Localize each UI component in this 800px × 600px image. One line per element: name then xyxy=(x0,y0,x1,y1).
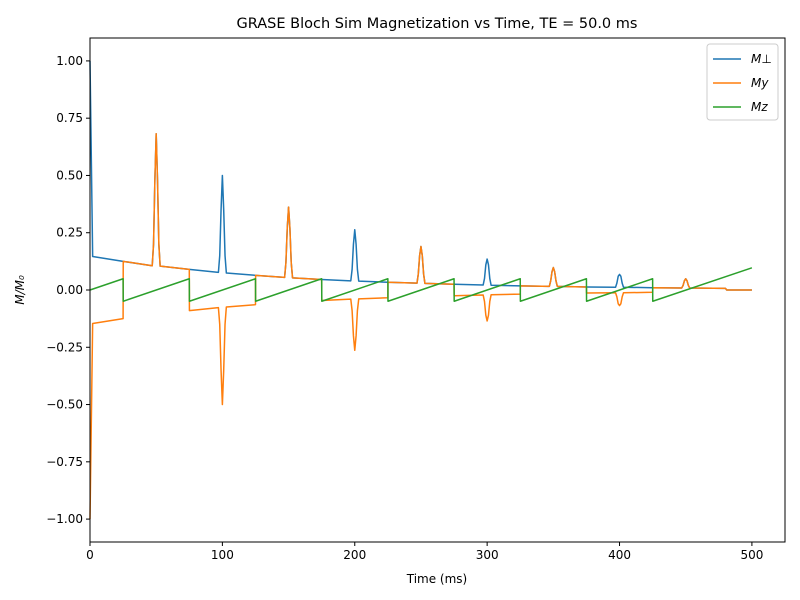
x-tick-label: 500 xyxy=(740,548,763,562)
y-tick-label: 0.50 xyxy=(56,168,83,182)
x-tick-label: 300 xyxy=(476,548,499,562)
plot-background xyxy=(90,38,785,542)
y-tick-label: −0.50 xyxy=(46,398,83,412)
series-line-1 xyxy=(89,133,752,520)
y-tick-label: 0.25 xyxy=(56,226,83,240)
y-axis-label: M/M₀ xyxy=(13,275,27,305)
x-tick-label: 0 xyxy=(86,548,94,562)
legend-label-2: Mz xyxy=(751,100,768,114)
x-axis-label: Time (ms) xyxy=(406,572,468,586)
series-layer xyxy=(89,60,753,520)
y-tick-label: −1.00 xyxy=(46,512,83,526)
x-tick-label: 400 xyxy=(608,548,631,562)
y-tick-label: −0.25 xyxy=(46,340,83,354)
y-axis: −1.00 −0.75 −0.50 −0.25 0.00 0.25 0.50 0.75 1.00 xyxy=(46,54,90,526)
x-tick-label: 100 xyxy=(211,548,234,562)
legend-label-1: My xyxy=(751,76,769,90)
legend: M⊥ My Mz xyxy=(706,43,779,121)
x-tick-label: 200 xyxy=(343,548,366,562)
plot-area xyxy=(89,37,786,543)
legend-box xyxy=(706,43,779,121)
y-tick-label: 0.75 xyxy=(56,111,83,125)
x-axis: 0 100 200 300 400 500 xyxy=(86,542,763,562)
y-tick-label: −0.75 xyxy=(46,455,83,469)
series-line-2 xyxy=(89,267,753,302)
legend-label-0: M⊥ xyxy=(751,52,772,66)
y-tick-label: 0.00 xyxy=(56,283,83,297)
chart-title: GRASE Bloch Sim Magnetization vs Time, T… xyxy=(237,16,638,32)
y-tick-label: 1.00 xyxy=(56,54,83,68)
